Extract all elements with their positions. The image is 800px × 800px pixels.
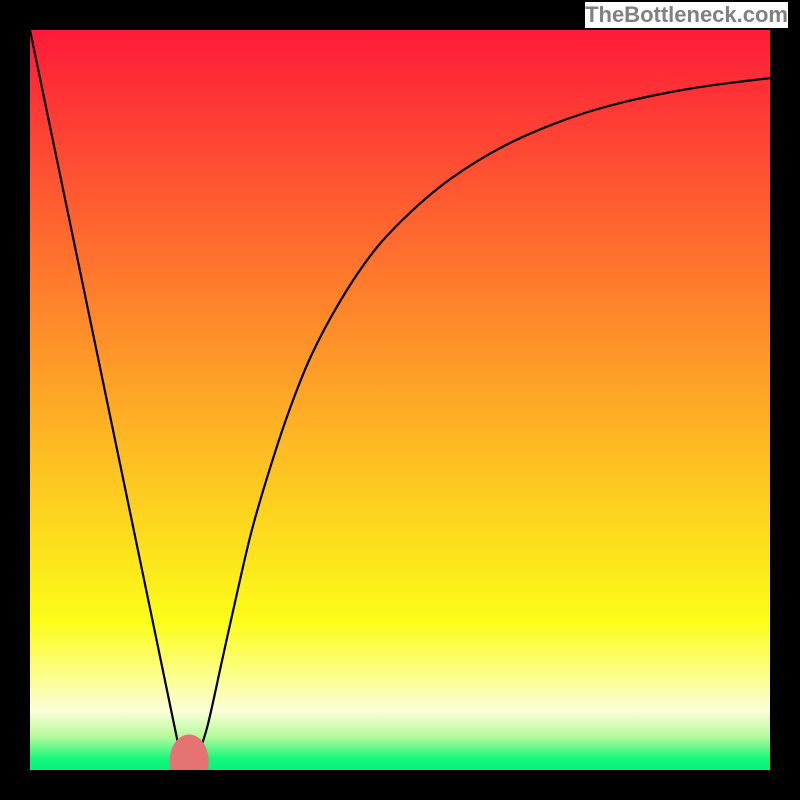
figure-root: TheBottleneck.com: [0, 0, 800, 800]
watermark-label: TheBottleneck.com: [585, 2, 788, 28]
plot-background: [30, 30, 770, 770]
bottleneck-chart: [30, 30, 770, 770]
